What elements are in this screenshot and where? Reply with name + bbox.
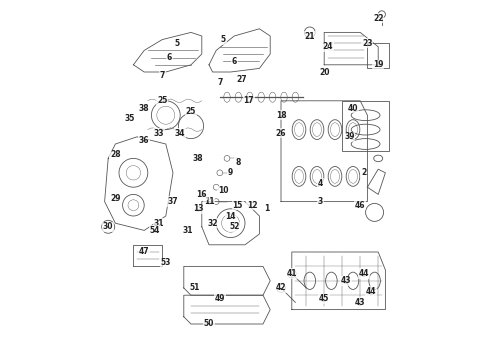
Text: 40: 40 <box>348 104 358 113</box>
Text: 44: 44 <box>359 269 369 278</box>
Text: 6: 6 <box>232 57 237 66</box>
Text: 5: 5 <box>221 35 226 44</box>
Text: 20: 20 <box>319 68 329 77</box>
Text: 21: 21 <box>305 32 315 41</box>
Text: 12: 12 <box>247 201 257 210</box>
Text: 8: 8 <box>235 158 241 166</box>
Text: 41: 41 <box>287 269 297 278</box>
Text: 28: 28 <box>110 150 121 159</box>
Text: 35: 35 <box>124 114 135 123</box>
Text: 34: 34 <box>175 129 185 138</box>
Text: 23: 23 <box>362 39 373 48</box>
Text: 17: 17 <box>244 96 254 105</box>
Text: 53: 53 <box>161 258 171 267</box>
Text: 43: 43 <box>355 298 366 307</box>
Text: 3: 3 <box>318 197 323 206</box>
Text: 32: 32 <box>207 219 218 228</box>
Text: 52: 52 <box>229 222 240 231</box>
Text: 49: 49 <box>215 294 225 303</box>
Text: 15: 15 <box>233 201 243 210</box>
Text: 44: 44 <box>366 287 376 296</box>
Text: 27: 27 <box>236 75 246 84</box>
Text: 39: 39 <box>344 132 355 141</box>
Bar <box>368 43 389 68</box>
Text: 38: 38 <box>193 154 203 163</box>
Text: 14: 14 <box>225 212 236 220</box>
Text: 7: 7 <box>160 71 165 80</box>
Text: 16: 16 <box>196 190 207 199</box>
Text: 10: 10 <box>218 186 229 195</box>
Text: 31: 31 <box>182 226 193 235</box>
Text: 46: 46 <box>355 201 366 210</box>
Text: 2: 2 <box>361 168 367 177</box>
Text: 47: 47 <box>139 248 149 256</box>
Text: 1: 1 <box>264 204 269 213</box>
Text: 26: 26 <box>276 129 286 138</box>
Text: 6: 6 <box>167 53 172 62</box>
Text: 9: 9 <box>228 168 233 177</box>
Text: 29: 29 <box>110 194 121 202</box>
Text: 31: 31 <box>153 219 164 228</box>
Text: 30: 30 <box>103 222 114 231</box>
Text: 37: 37 <box>168 197 178 206</box>
Bar <box>342 101 389 151</box>
Text: 7: 7 <box>217 78 222 87</box>
Text: 33: 33 <box>153 129 164 138</box>
Text: 36: 36 <box>139 136 149 145</box>
Text: 4: 4 <box>318 179 323 188</box>
Text: 22: 22 <box>373 14 384 23</box>
Text: 51: 51 <box>190 284 200 292</box>
Text: 25: 25 <box>157 96 168 105</box>
Text: 45: 45 <box>319 294 329 303</box>
Text: 24: 24 <box>322 42 333 51</box>
Text: 50: 50 <box>204 320 214 328</box>
Text: 18: 18 <box>276 111 286 120</box>
Text: 54: 54 <box>150 226 160 235</box>
Text: 42: 42 <box>276 284 286 292</box>
Text: 38: 38 <box>139 104 149 113</box>
Text: 43: 43 <box>341 276 351 285</box>
Text: 13: 13 <box>193 204 203 213</box>
Text: 5: 5 <box>174 39 179 48</box>
Text: 19: 19 <box>373 60 384 69</box>
Text: 25: 25 <box>186 107 196 116</box>
Text: 11: 11 <box>204 197 214 206</box>
